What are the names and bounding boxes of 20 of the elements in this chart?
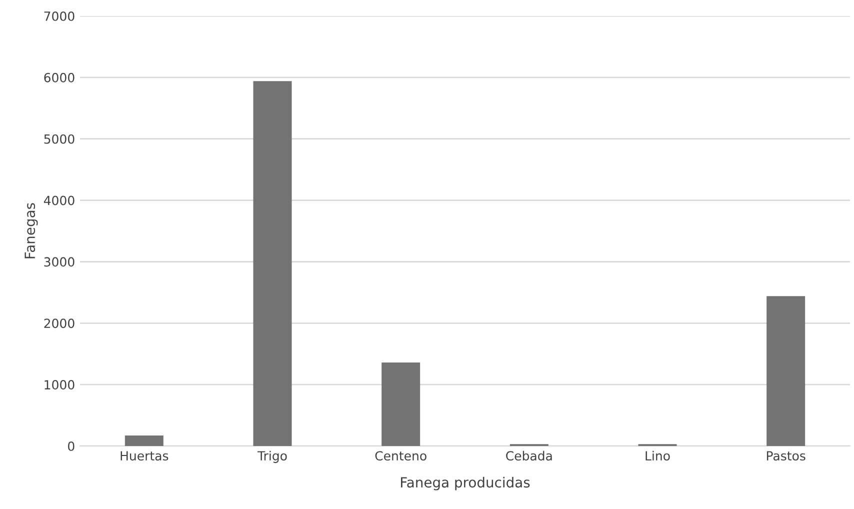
y-tick-label: 3000: [44, 257, 74, 267]
bar: [253, 81, 292, 446]
x-tick-label: Cebada: [506, 450, 552, 461]
y-tick-label: 4000: [44, 196, 74, 206]
y-tick-label: 2000: [44, 318, 74, 328]
y-tick-label: 1000: [44, 380, 74, 390]
y-tick-label: 7000: [44, 11, 74, 21]
y-axis-title: Fanegas: [24, 203, 38, 258]
bar: [766, 296, 806, 446]
x-tick-label: Huertas: [120, 451, 168, 461]
x-tick-label: Pastos: [766, 451, 806, 461]
bar: [382, 362, 420, 446]
y-tick-label: 0: [68, 441, 74, 451]
x-axis-title: Fanega producidas: [401, 476, 530, 490]
x-tick-label: Lino: [646, 450, 670, 461]
x-tick-label: Centeno: [375, 451, 426, 461]
bar: [124, 436, 164, 446]
y-tick-label: 5000: [44, 134, 74, 144]
x-tick-label: Trigo: [257, 450, 287, 463]
y-tick-label: 6000: [44, 72, 74, 82]
